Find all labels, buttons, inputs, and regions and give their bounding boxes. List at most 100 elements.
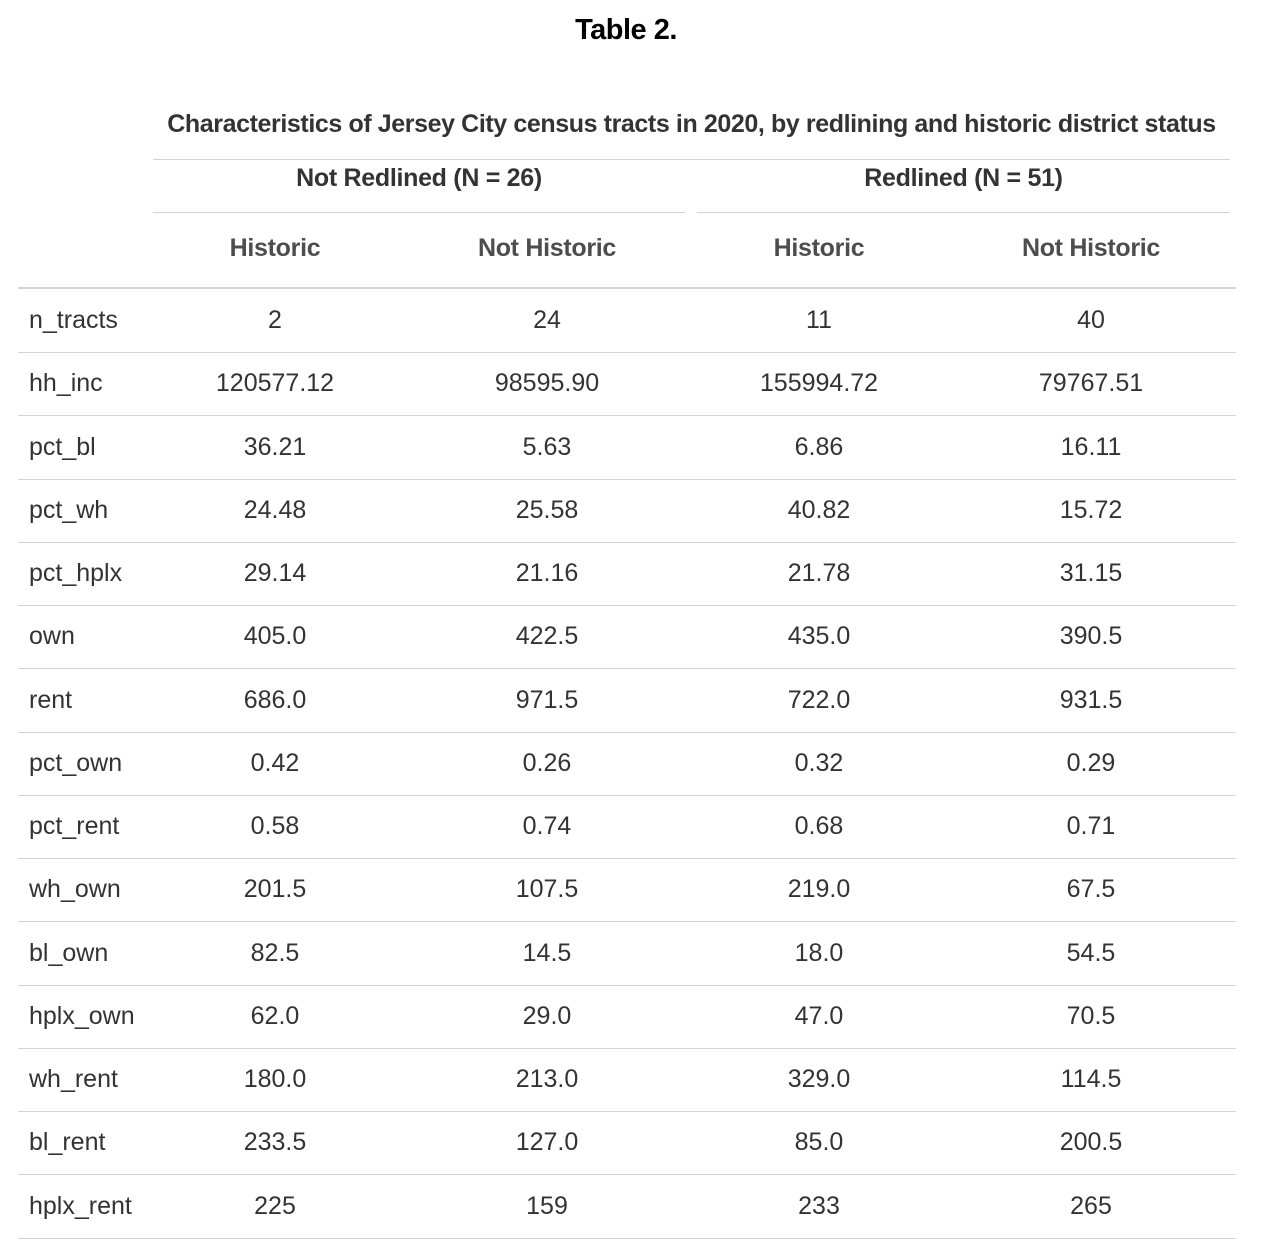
table-cell: 67.5: [1066, 875, 1116, 904]
row-label: hplx_own: [29, 1001, 135, 1030]
table-cell: 31.15: [1059, 559, 1123, 587]
table-cell: 0.26: [522, 748, 572, 777]
table-cell: 0.58: [250, 812, 300, 840]
table-cell: 722.0: [787, 685, 851, 714]
column-header-historic-redlined: Historic: [773, 234, 865, 262]
table-cell: 120577.12: [215, 369, 335, 398]
table-cell: 40: [1077, 306, 1105, 334]
row-label: bl_rent: [29, 1128, 106, 1157]
table-cell: 25.58: [515, 495, 579, 524]
table-cell: 85.0: [794, 1128, 844, 1157]
table-cell: 29.0: [522, 1001, 572, 1030]
table-cell: 405.0: [243, 622, 307, 651]
table-cell: 971.5: [515, 685, 579, 714]
row-label: own: [29, 622, 75, 651]
row-label: bl_own: [29, 938, 109, 967]
table-row: hplx_rent 225 159 233 265: [18, 1175, 1236, 1239]
table-cell: 390.5: [1059, 622, 1123, 651]
header-rule: [18, 287, 1236, 289]
table-cell: 225: [254, 1191, 296, 1220]
table-cell: 15.72: [1059, 495, 1123, 524]
table-cell: 686.0: [243, 685, 307, 714]
row-label: hplx_rent: [29, 1191, 132, 1220]
table-cell: 107.5: [515, 875, 579, 904]
table-cell: 931.5: [1059, 685, 1123, 714]
table-cell: 265: [1070, 1191, 1112, 1220]
table-cell: 0.29: [1066, 748, 1116, 777]
table-cell: 233: [798, 1191, 840, 1220]
table-row: rent 686.0 971.5 722.0 931.5: [18, 669, 1236, 733]
table-row: own 405.0 422.5 435.0 390.5: [18, 605, 1236, 670]
table-row: pct_wh 24.48 25.58 40.82 15.72: [18, 479, 1236, 543]
row-label: pct_rent: [29, 812, 120, 840]
table-cell: 213.0: [515, 1065, 579, 1093]
row-label: n_tracts: [29, 306, 118, 334]
column-header-historic-not-redlined: Historic: [229, 234, 321, 262]
spanner-not-redlined: Not Redlined (N = 26): [296, 164, 542, 192]
table-row: pct_hplx 29.14 21.16 21.78 31.15: [18, 542, 1236, 606]
table-cell: 422.5: [515, 622, 579, 651]
table-cell: 62.0: [250, 1001, 300, 1030]
table-cell: 36.21: [243, 432, 307, 461]
table-cell: 24.48: [243, 495, 307, 524]
table-cell: 0.68: [794, 812, 844, 840]
table-cell: 155994.72: [759, 369, 879, 398]
table-cell: 16.11: [1060, 432, 1122, 461]
row-label: pct_wh: [29, 495, 109, 524]
table-cell: 24: [533, 306, 561, 334]
table-cell: 0.42: [250, 748, 300, 777]
row-label: pct_hplx: [29, 559, 123, 587]
row-label: pct_own: [29, 748, 123, 777]
row-label: wh_rent: [29, 1065, 118, 1093]
table-row: bl_rent 233.5 127.0 85.0 200.5: [18, 1111, 1236, 1176]
table-cell: 18.0: [794, 938, 844, 967]
table-row: hplx_own 62.0 29.0 47.0 70.5: [18, 985, 1236, 1049]
table-cell: 233.5: [243, 1128, 307, 1157]
table-row: pct_own 0.42 0.26 0.32 0.29: [18, 732, 1236, 796]
table-cell: 435.0: [787, 622, 851, 651]
table-row: pct_bl 36.21 5.63 6.86 16.11: [18, 416, 1236, 480]
spanner-redlined: Redlined (N = 51): [864, 164, 1063, 192]
table-row: wh_rent 180.0 213.0 329.0 114.5: [18, 1048, 1236, 1112]
table-cell: 201.5: [243, 875, 307, 904]
table-cell: 40.82: [787, 495, 851, 524]
spanner-rule-redlined: [697, 212, 1230, 213]
row-label: pct_bl: [29, 432, 96, 461]
table-cell: 219.0: [787, 875, 851, 904]
table-caption: Characteristics of Jersey City census tr…: [167, 110, 1216, 138]
table-cell: 11: [806, 306, 832, 334]
column-header-not-historic-not-redlined: Not Historic: [477, 234, 617, 262]
table-cell: 127.0: [515, 1128, 579, 1157]
table-row: wh_own 201.5 107.5 219.0 67.5: [18, 858, 1236, 923]
table-cell: 200.5: [1059, 1128, 1123, 1157]
table-row: hh_inc 120577.12 98595.90 155994.72 79767.51: [18, 352, 1236, 417]
table-cell: 70.5: [1066, 1001, 1116, 1030]
table-cell: 47.0: [794, 1001, 844, 1030]
table-row: bl_own 82.5 14.5 18.0 54.5: [18, 922, 1236, 986]
row-label: wh_own: [29, 875, 121, 904]
table-cell: 0.74: [522, 812, 572, 840]
table-cell: 2: [268, 306, 282, 334]
table-cell: 5.63: [522, 432, 572, 461]
table-cell: 0.32: [794, 748, 844, 777]
table-cell: 6.86: [794, 432, 844, 461]
caption-rule: [153, 159, 1230, 160]
row-label: hh_inc: [29, 369, 103, 398]
table-row: n_tracts 2 24 11 40: [18, 289, 1236, 353]
table-cell: 79767.51: [1038, 369, 1144, 398]
table-cell: 0.71: [1066, 812, 1116, 840]
table-cell: 21.16: [515, 559, 579, 587]
table-cell: 114.5: [1060, 1065, 1122, 1093]
table-cell: 29.14: [243, 559, 307, 587]
column-header-not-historic-redlined: Not Historic: [1021, 234, 1161, 262]
table-row: pct_rent 0.58 0.74 0.68 0.71: [18, 795, 1236, 859]
table-cell: 82.5: [250, 938, 300, 967]
table-cell: 21.78: [787, 559, 851, 587]
table-cell: 159: [526, 1191, 568, 1220]
row-label: rent: [29, 685, 73, 714]
table-cell: 54.5: [1066, 938, 1116, 967]
spanner-rule-not-redlined: [153, 212, 685, 213]
table-title: Table 2.: [575, 14, 677, 46]
table-cell: 180.0: [243, 1065, 307, 1093]
table-cell: 14.5: [522, 938, 572, 967]
